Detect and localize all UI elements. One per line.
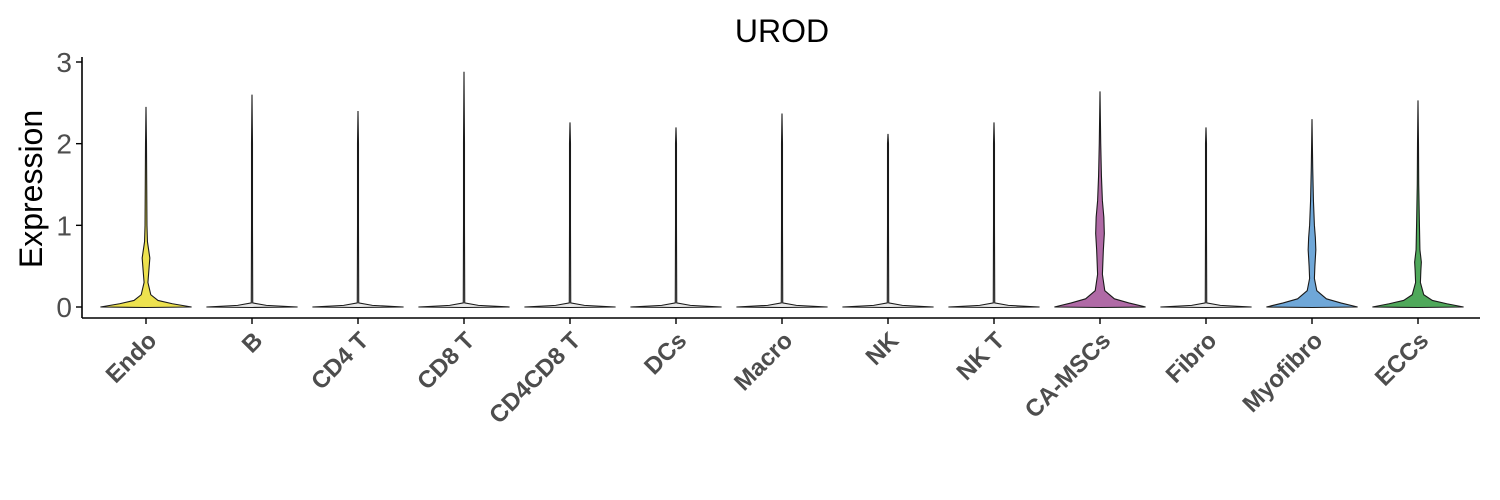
x-tick-label: Endo [101, 327, 163, 389]
x-axis: Endo B CD4 T CD8 T CD4CD8 T DCs Macro NK NK T CA-… [82, 317, 1480, 429]
y-tick-label: 3 [56, 47, 72, 78]
violin-b [206, 94, 298, 309]
violin-ca-mscs [1054, 91, 1146, 309]
y-axis-label: Expression [13, 110, 49, 268]
violin-group [100, 71, 1464, 309]
violin-cd4-t [312, 110, 404, 309]
x-tick-label: ECCs [1370, 327, 1434, 391]
violin-eccs [1372, 100, 1464, 309]
x-tick-label: CA-MSCs [1020, 327, 1116, 423]
violin-nk [842, 133, 934, 309]
violin-macro [736, 113, 828, 309]
x-tick-label: B [237, 327, 268, 358]
x-tick-label: CD4CD8 T [484, 327, 586, 429]
x-tick-label: DCs [639, 327, 692, 380]
x-tick-label: NK T [952, 327, 1011, 386]
violin-dcs [630, 127, 722, 309]
y-tick-label: 1 [56, 210, 72, 241]
x-tick-label: Macro [729, 327, 798, 396]
x-tick-label: Myofibro [1238, 327, 1329, 418]
x-tick-label: Fibro [1161, 327, 1223, 389]
y-tick-label: 2 [56, 129, 72, 160]
violin-cd4cd8-t [524, 122, 616, 309]
y-tick-label: 0 [56, 292, 72, 323]
x-tick-label: NK [861, 327, 905, 371]
x-tick-label: CD4 T [306, 327, 374, 395]
y-axis: 0 1 2 3 [56, 47, 83, 323]
violin-endo [100, 106, 192, 309]
violin-nk-t [948, 122, 1040, 309]
chart-title: UROD [735, 13, 829, 49]
violin-fibro [1160, 127, 1252, 309]
violin-cd8-t [418, 71, 510, 309]
violin-myofibro [1266, 119, 1358, 309]
x-tick-label: CD8 T [412, 327, 480, 395]
